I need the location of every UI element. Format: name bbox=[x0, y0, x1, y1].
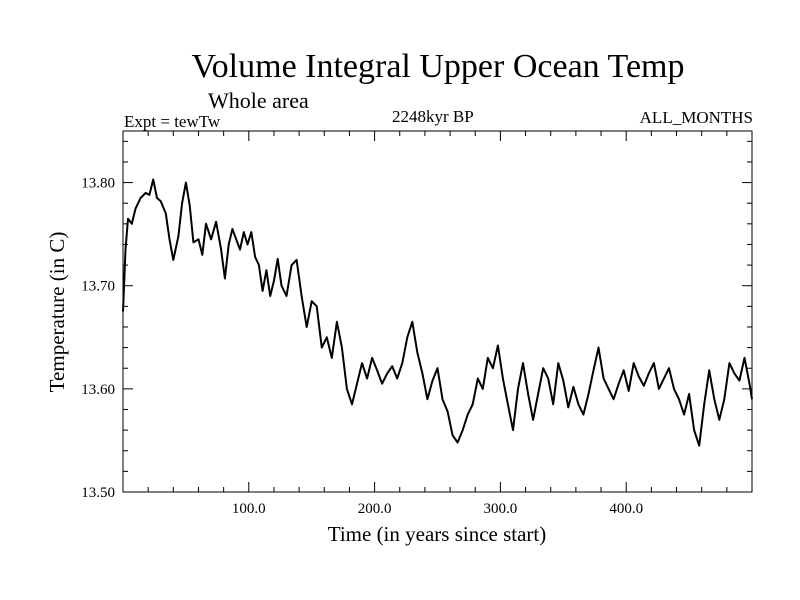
y-tick-label: 13.60 bbox=[81, 382, 115, 398]
experiment-label: Expt = tewTw bbox=[124, 112, 221, 131]
y-axis-label: Temperature (in C) bbox=[45, 232, 69, 393]
chart-title: Volume Integral Upper Ocean Temp bbox=[191, 48, 685, 85]
x-tick-label: 400.0 bbox=[609, 501, 643, 517]
axis-ticks bbox=[123, 131, 752, 492]
x-tick-label: 200.0 bbox=[358, 501, 392, 517]
period-label: 2248kyr BP bbox=[392, 107, 474, 126]
x-tick-label: 300.0 bbox=[484, 501, 518, 517]
plot-frame bbox=[122, 130, 753, 493]
y-tick-label: 13.50 bbox=[81, 485, 115, 501]
months-label: ALL_MONTHS bbox=[639, 108, 753, 127]
series-line-temperature bbox=[122, 178, 753, 447]
axis-tick-labels: 100.0 200.0 300.0 400.0 13.50 13.60 13.70 13.80 bbox=[81, 176, 643, 517]
y-tick-label: 13.70 bbox=[81, 279, 115, 295]
x-axis-label: Time (in years since start) bbox=[328, 522, 547, 546]
y-tick-label: 13.80 bbox=[81, 176, 115, 192]
chart-subtitle: Whole area bbox=[208, 88, 309, 113]
x-tick-label: 100.0 bbox=[232, 501, 266, 517]
